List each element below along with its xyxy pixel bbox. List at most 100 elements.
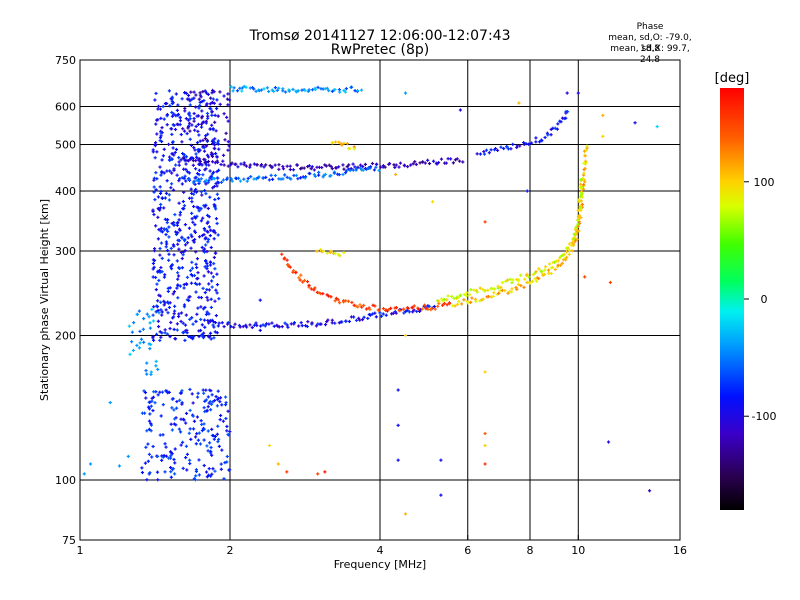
echo-point (152, 390, 156, 394)
echo-point (184, 117, 188, 121)
echo-point (147, 452, 152, 456)
echo-point (196, 438, 201, 442)
echo-point (184, 421, 188, 425)
echo-point (177, 163, 181, 167)
echo-point (264, 175, 268, 179)
echo-point (389, 306, 393, 310)
echo-point (168, 450, 173, 454)
echo-point (205, 138, 209, 142)
echo-point (206, 159, 211, 164)
echo-point (312, 168, 316, 172)
echo-point (167, 198, 172, 202)
echo-point (179, 417, 183, 421)
echo-point (326, 294, 331, 298)
echo-point (142, 340, 146, 344)
echo-point (301, 280, 305, 284)
echo-point (578, 194, 583, 199)
echo-point (147, 427, 151, 431)
echo-point (165, 112, 169, 117)
echo-point (181, 321, 185, 325)
echo-point (433, 307, 437, 311)
echo-point (206, 270, 211, 274)
echo-point (190, 217, 194, 221)
echo-point (527, 275, 531, 279)
echo-point (216, 114, 220, 118)
echo-point (205, 264, 210, 268)
echo-point (424, 307, 428, 311)
echo-point (163, 301, 167, 305)
echo-point (162, 453, 166, 458)
echo-point (200, 193, 204, 197)
echo-point (224, 131, 228, 135)
echo-point (210, 110, 214, 114)
echo-point (182, 207, 186, 211)
echo-point (220, 403, 224, 407)
echo-point (155, 150, 159, 154)
echo-point (257, 89, 262, 93)
echo-point (159, 226, 163, 230)
echo-point (140, 470, 145, 475)
echo-point (192, 145, 196, 150)
echo-point (533, 277, 537, 281)
echo-point (177, 201, 181, 205)
echo-point (176, 231, 180, 235)
echo-point (461, 160, 465, 164)
echo-point (374, 165, 378, 169)
echo-point (205, 102, 209, 106)
echo-point (344, 299, 348, 303)
echo-point (356, 305, 360, 309)
echo-point (445, 298, 449, 302)
echo-point (204, 203, 208, 207)
echo-point (161, 433, 165, 437)
echo-point (164, 454, 169, 458)
echo-point (170, 95, 174, 99)
echo-point (132, 321, 136, 325)
echo-point (156, 319, 160, 323)
echo-point (231, 89, 235, 93)
echo-point (177, 177, 182, 181)
echo-point (478, 152, 483, 156)
echo-point (402, 311, 406, 315)
echo-point (329, 174, 333, 178)
echo-point (150, 455, 154, 459)
echo-point (259, 162, 264, 167)
echo-point (254, 321, 258, 325)
echo-point (153, 401, 157, 405)
echo-point (327, 163, 331, 167)
echo-point (193, 128, 197, 132)
echo-point (190, 316, 194, 320)
echo-point (144, 445, 148, 449)
echo-point (188, 137, 192, 141)
echo-point (324, 164, 328, 168)
echo-point (336, 298, 340, 302)
echo-point (185, 241, 190, 245)
echo-point (394, 306, 399, 310)
echo-point (151, 148, 155, 152)
echo-point (214, 217, 219, 221)
echo-point (189, 281, 194, 285)
echo-point (214, 394, 218, 399)
echo-point (252, 162, 257, 166)
echo-point (211, 275, 215, 279)
echo-point (181, 199, 185, 204)
echo-point (529, 141, 534, 145)
echo-point (344, 319, 348, 323)
echo-point (230, 179, 234, 183)
echo-point (199, 219, 203, 223)
echo-point (180, 389, 184, 393)
echo-point (226, 164, 230, 168)
echo-point (242, 84, 246, 89)
echo-point (198, 148, 202, 152)
echo-point (189, 437, 193, 441)
echo-point (211, 97, 216, 101)
echo-point (159, 134, 163, 138)
echo-point (199, 125, 204, 129)
echo-point (175, 122, 179, 126)
echo-point (354, 304, 358, 308)
echo-point (431, 159, 436, 163)
echo-point (465, 294, 469, 298)
echo-point (172, 123, 176, 128)
echo-point (333, 321, 337, 325)
echo-point (362, 315, 366, 319)
echo-point (160, 458, 164, 462)
